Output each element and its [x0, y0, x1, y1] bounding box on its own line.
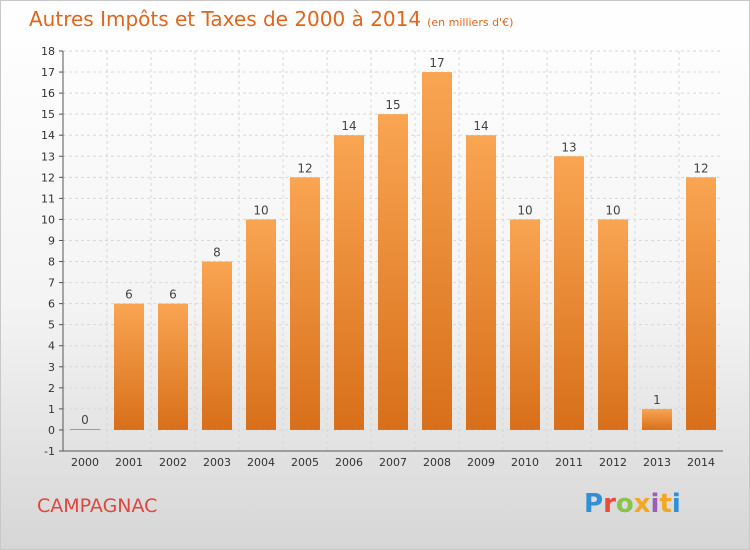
y-tick-label: 11 — [41, 192, 55, 205]
logo-letter: x — [633, 489, 651, 519]
data-label-2007: 15 — [385, 98, 400, 112]
bar-2001 — [114, 303, 144, 430]
y-tick-label: 17 — [41, 66, 55, 79]
chart-title: Autres Impôts et Taxes de 2000 à 2014 (en… — [29, 7, 513, 31]
x-tick-labels: 2000 2001 2002 2003 2004 2005 2006 2007 2008 2009… — [71, 456, 715, 469]
data-label-2004: 10 — [253, 203, 268, 217]
x-tick-label-2006: 2006 — [335, 456, 363, 469]
y-tick-label: 0 — [48, 424, 55, 437]
bar-2013 — [642, 408, 672, 430]
x-tick-label-2012: 2012 — [599, 456, 627, 469]
y-tick-label: 2 — [48, 382, 55, 395]
y-tick-label: 3 — [48, 361, 55, 374]
x-tick-label-2002: 2002 — [159, 456, 187, 469]
x-tick-label-2009: 2009 — [467, 456, 495, 469]
bar-2006 — [334, 135, 364, 430]
y-tick-label: 10 — [41, 213, 55, 226]
bar-2010 — [510, 219, 540, 430]
data-label-2003: 8 — [213, 246, 221, 260]
logo-letter: i — [671, 489, 681, 519]
y-tick-label: 14 — [41, 129, 55, 142]
data-label-2006: 14 — [341, 119, 356, 133]
logo-letter: t — [659, 489, 672, 519]
bar-2000 — [70, 428, 100, 430]
x-tick-label-2007: 2007 — [379, 456, 407, 469]
bar-2004 — [246, 219, 276, 430]
bar-2002 — [158, 303, 188, 430]
y-tick-label: 16 — [41, 87, 55, 100]
data-label-2013: 1 — [653, 393, 661, 407]
x-tick-label-2011: 2011 — [555, 456, 583, 469]
chart-subtitle: (en milliers d'€) — [427, 16, 514, 29]
bar-2007 — [378, 114, 408, 430]
bar-2009 — [466, 135, 496, 430]
y-tick-label: 7 — [48, 277, 55, 290]
logo-letter: o — [615, 489, 634, 519]
y-tick-label: 15 — [41, 108, 55, 121]
data-label-2011: 13 — [561, 140, 576, 154]
bars — [70, 72, 716, 430]
data-label-2008: 17 — [429, 56, 444, 70]
y-tick-label: 12 — [41, 171, 55, 184]
bar-2014 — [686, 177, 716, 430]
y-tick-label: 13 — [41, 150, 55, 163]
y-tick-label: 8 — [48, 256, 55, 269]
y-tick-label: 1 — [48, 403, 55, 416]
logo-letter: P — [584, 489, 604, 519]
proxiti-logo: Proxiti — [584, 489, 681, 519]
x-tick-label-2001: 2001 — [115, 456, 143, 469]
data-label-2002: 6 — [169, 288, 177, 302]
bar-2011 — [554, 156, 584, 430]
data-labels: 0 6 6 8 10 12 14 15 17 14 10 13 10 1 12 — [81, 56, 708, 427]
data-label-2009: 14 — [473, 119, 488, 133]
y-tick-label: 4 — [48, 340, 55, 353]
data-label-2000: 0 — [81, 413, 89, 427]
bar-2008 — [422, 72, 452, 430]
x-tick-label-2003: 2003 — [203, 456, 231, 469]
data-label-2005: 12 — [297, 161, 312, 175]
x-tick-label-2014: 2014 — [687, 456, 715, 469]
y-tick-label: 9 — [48, 234, 55, 247]
bar-2012 — [598, 219, 628, 430]
y-tick-label: 18 — [41, 45, 55, 58]
x-tick-label-2008: 2008 — [423, 456, 451, 469]
data-label-2014: 12 — [693, 161, 708, 175]
data-label-2012: 10 — [605, 203, 620, 217]
y-tick-label: 6 — [48, 298, 55, 311]
bar-2003 — [202, 261, 232, 430]
logo-letter: i — [650, 489, 660, 519]
logo-letter: r — [603, 489, 616, 519]
x-tick-label-2005: 2005 — [291, 456, 319, 469]
y-tick-label: -1 — [44, 445, 55, 458]
axes — [59, 50, 723, 452]
x-tick-label-2013: 2013 — [643, 456, 671, 469]
data-label-2001: 6 — [125, 288, 133, 302]
x-tick-label-2010: 2010 — [511, 456, 539, 469]
data-label-2010: 10 — [517, 203, 532, 217]
x-tick-label-2004: 2004 — [247, 456, 275, 469]
place-name: CAMPAGNAC — [37, 495, 158, 517]
chart-title-text: Autres Impôts et Taxes de 2000 à 2014 — [29, 7, 422, 31]
x-tick-label-2000: 2000 — [71, 456, 99, 469]
bar-2005 — [290, 177, 320, 430]
y-tick-label: 5 — [48, 319, 55, 332]
